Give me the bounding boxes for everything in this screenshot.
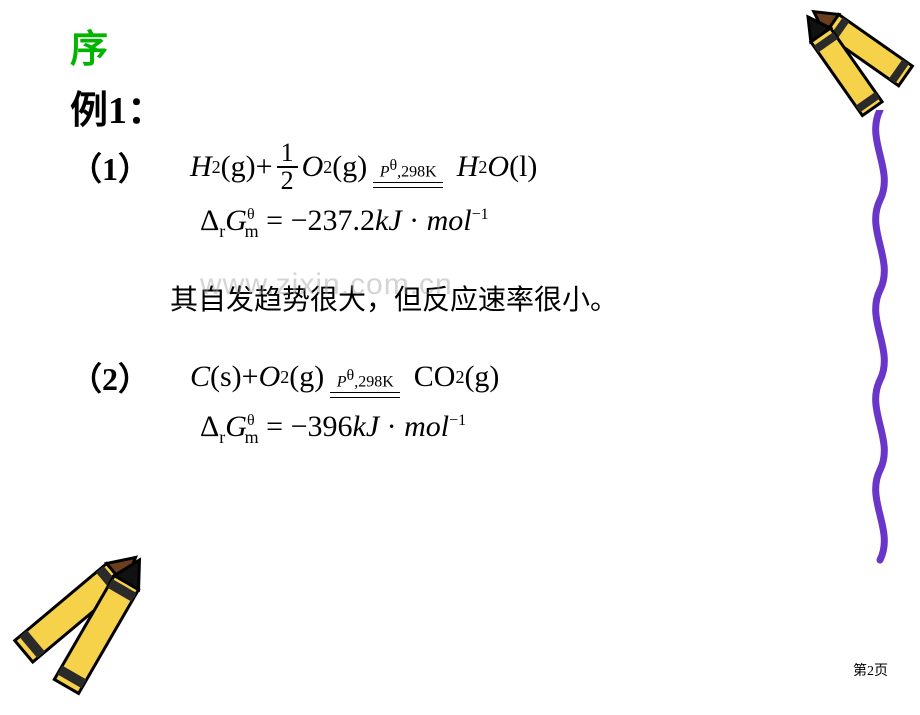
eq1-g2: (g) xyxy=(332,150,367,184)
eq2-g1: (g) xyxy=(289,360,324,394)
eq2-o: O xyxy=(259,360,281,394)
eq2-arrow-lines xyxy=(330,392,400,398)
eq1-arrow-p: P xyxy=(380,163,390,180)
eq1-frac: 1 2 xyxy=(277,140,298,194)
eq1-o: O xyxy=(302,150,324,184)
description-1: 其自发趋势很大，但反应速率很小。 xyxy=(170,278,790,318)
eq1-plus: + xyxy=(256,150,273,184)
eq2-c: C xyxy=(190,360,210,394)
dg2-kj: kJ xyxy=(353,410,380,443)
eq1-frac-den: 2 xyxy=(277,168,298,194)
dg1-val: = −237.2 xyxy=(266,204,375,237)
dg2-delta: Δ xyxy=(200,410,219,443)
dg1-exp: −1 xyxy=(472,206,489,223)
dg1-kj: kJ xyxy=(375,204,402,237)
eq2-co: CO xyxy=(414,360,456,394)
eq1-label: （1） xyxy=(70,144,160,190)
dg2-mol: mol xyxy=(404,410,449,443)
crayons-bottom-icon xyxy=(0,535,180,715)
eq2-g2: (g) xyxy=(464,360,499,394)
eq1-o-sub: 2 xyxy=(323,157,332,178)
eq2-math: C (s) + O2 (g) Pθ,298K CO2 (g) xyxy=(190,360,499,394)
page-number: 第2页 xyxy=(853,660,888,680)
dg1-g: G xyxy=(225,204,247,237)
dg2-dot: · xyxy=(379,410,404,443)
dg2-g: G xyxy=(225,410,247,443)
equation-1: （1） H2 (g) + 1 2 O2 (g) Pθ,298K H2O (l) xyxy=(70,140,790,194)
eq1-arrow: Pθ,298K xyxy=(373,158,443,188)
eq1-h2o-h: H xyxy=(457,150,479,184)
heading-example: 例1： xyxy=(70,79,790,134)
dg1-delta: Δ xyxy=(200,204,219,237)
eq2-plus: + xyxy=(242,360,259,394)
eq2-arrow: Pθ,298K xyxy=(330,368,400,398)
eq2-s: (s) xyxy=(210,360,242,394)
eq2-co-sub: 2 xyxy=(455,367,464,388)
eq1-h-sub: 2 xyxy=(212,157,221,178)
delta-g-1: ΔrGθm = −237.2kJ · mol−1 xyxy=(200,204,790,242)
eq1-h: H xyxy=(190,150,212,184)
eq1-l: (l) xyxy=(509,150,537,184)
delta-g-2: ΔrGθm = −396kJ · mol−1 xyxy=(200,410,790,448)
eq1-h2o-sub: 2 xyxy=(478,157,487,178)
eq1-g1: (g) xyxy=(221,150,256,184)
crayons-top-icon xyxy=(768,0,920,130)
eq2-label: （2） xyxy=(70,354,160,400)
dg2-m: m xyxy=(245,427,259,447)
eq1-math: H2 (g) + 1 2 O2 (g) Pθ,298K H2O (l) xyxy=(190,140,537,194)
heading-sequence: 序 xyxy=(70,18,790,73)
dg2-exp: −1 xyxy=(449,412,466,429)
squiggle-icon xyxy=(860,110,900,570)
eq1-arrow-lines xyxy=(373,182,443,188)
eq1-arrow-cond: ,298K xyxy=(397,163,437,180)
dg2-val: = −396 xyxy=(266,410,352,443)
dg1-mol: mol xyxy=(427,204,472,237)
eq2-arrow-p: P xyxy=(337,373,347,390)
equation-2: （2） C (s) + O2 (g) Pθ,298K CO2 (g) xyxy=(70,354,790,400)
eq2-arrow-cond: ,298K xyxy=(354,373,394,390)
dg1-dot: · xyxy=(402,204,427,237)
eq1-frac-num: 1 xyxy=(277,140,298,168)
dg1-m: m xyxy=(245,221,259,241)
eq2-o-sub: 2 xyxy=(280,367,289,388)
eq1-h2o-o: O xyxy=(487,150,509,184)
